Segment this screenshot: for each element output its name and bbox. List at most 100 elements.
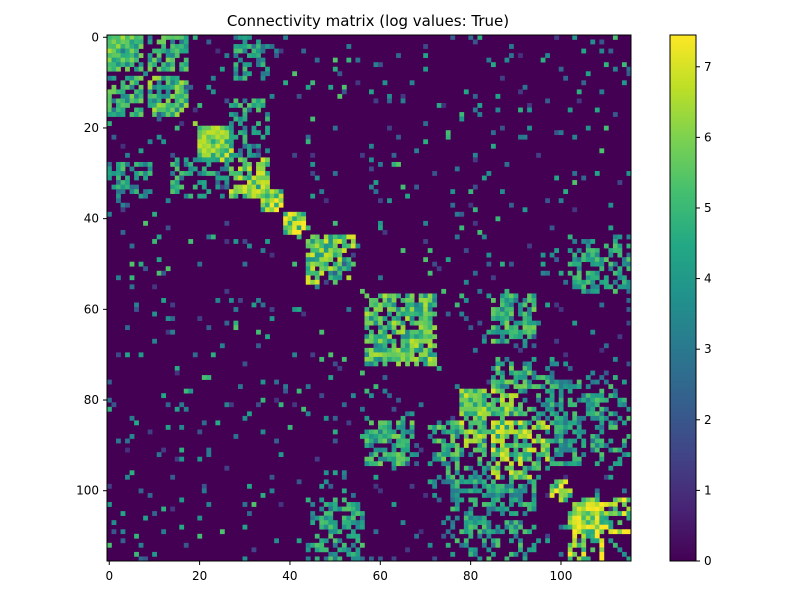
heatmap-cell — [238, 75, 243, 81]
heatmap-cell — [599, 148, 605, 154]
heatmap-cell — [495, 424, 501, 430]
heatmap-cell — [310, 257, 316, 263]
heatmap-cell — [192, 35, 198, 40]
heatmap-cell — [495, 338, 501, 344]
heatmap-cell — [504, 57, 510, 63]
heatmap-cell — [590, 443, 596, 448]
heatmap-cell — [201, 420, 207, 426]
heatmap-cell — [603, 415, 609, 421]
heatmap-cell — [179, 103, 185, 108]
heatmap-cell — [350, 261, 356, 267]
heatmap-cell — [581, 175, 587, 181]
heatmap-cell — [423, 311, 429, 317]
heatmap-cell — [423, 298, 429, 303]
heatmap-cell — [382, 302, 388, 308]
heatmap-cell — [549, 375, 555, 380]
heatmap-cell — [332, 524, 338, 530]
heatmap-cell — [152, 551, 157, 557]
heatmap-cell — [500, 189, 505, 194]
heatmap-cell — [156, 53, 162, 58]
heatmap-cell — [210, 234, 216, 240]
heatmap-cell — [188, 84, 194, 90]
heatmap-cell — [500, 434, 505, 439]
heatmap-cell — [481, 406, 487, 412]
heatmap-cell — [305, 84, 311, 90]
heatmap-cell — [540, 57, 546, 63]
heatmap-cell — [495, 542, 501, 548]
heatmap-cell — [206, 171, 212, 176]
heatmap-cell — [378, 225, 383, 231]
heatmap-cell — [626, 261, 632, 267]
heatmap-cell — [549, 461, 555, 467]
heatmap-cell — [527, 316, 532, 321]
heatmap-cell — [518, 107, 523, 113]
heatmap-cell — [603, 279, 609, 285]
heatmap-cell — [170, 35, 176, 40]
heatmap-cell — [427, 329, 433, 335]
heatmap-cell — [486, 547, 492, 553]
heatmap-cell — [396, 53, 401, 58]
heatmap-cell — [134, 107, 139, 113]
heatmap-cell — [414, 361, 419, 367]
heatmap-cell — [617, 270, 623, 276]
heatmap-cell — [247, 180, 252, 185]
heatmap-cell — [125, 325, 130, 331]
heatmap-cell — [599, 551, 605, 557]
heatmap-cell — [468, 424, 474, 430]
heatmap-cell — [572, 134, 578, 140]
heatmap-cell — [522, 474, 528, 480]
heatmap-cell — [183, 98, 189, 104]
heatmap-cell — [125, 84, 130, 90]
heatmap-cell — [165, 66, 171, 72]
heatmap-cell — [256, 402, 261, 408]
heatmap-cell — [346, 266, 352, 272]
heatmap-cell — [427, 311, 433, 317]
heatmap-cell — [454, 384, 460, 389]
heatmap-cell — [500, 320, 505, 326]
heatmap-cell — [531, 447, 537, 453]
heatmap-cell — [495, 447, 501, 453]
heatmap-cell — [621, 284, 627, 290]
heatmap-cell — [125, 44, 130, 49]
heatmap-cell — [138, 352, 144, 358]
heatmap-cell — [328, 275, 334, 281]
heatmap-cell — [179, 48, 185, 54]
heatmap-cell — [224, 239, 230, 244]
heatmap-cell — [129, 189, 135, 194]
heatmap-cell — [355, 551, 361, 557]
heatmap-cell — [477, 420, 483, 426]
heatmap-cell — [621, 397, 627, 403]
heatmap-cell — [251, 184, 257, 190]
heatmap-cell — [238, 48, 243, 54]
heatmap-cell — [206, 139, 212, 145]
heatmap-cell — [197, 193, 203, 199]
heatmap-cell — [378, 429, 383, 435]
heatmap-cell — [518, 443, 523, 448]
heatmap-cell — [238, 384, 243, 389]
heatmap-cell — [125, 53, 130, 58]
heatmap-cell — [423, 139, 429, 145]
heatmap-cell — [459, 420, 465, 426]
heatmap-cell — [581, 284, 587, 290]
heatmap-cell — [599, 347, 605, 353]
heatmap-cell — [581, 252, 587, 258]
heatmap-cell — [504, 556, 510, 562]
heatmap-cell — [247, 71, 252, 77]
heatmap-cell — [436, 497, 442, 503]
heatmap-cell — [608, 465, 614, 471]
heatmap-cell — [554, 302, 560, 308]
heatmap-cell — [387, 347, 392, 353]
heatmap-cell — [400, 452, 406, 457]
heatmap-cell — [120, 511, 126, 516]
heatmap-cell — [111, 57, 117, 63]
heatmap-cell — [147, 93, 153, 99]
heatmap-cell — [522, 338, 528, 344]
heatmap-cell — [233, 98, 239, 104]
heatmap-cell — [454, 302, 460, 308]
heatmap-cell — [364, 429, 370, 435]
heatmap-cell — [477, 112, 483, 117]
heatmap-cell — [409, 483, 415, 489]
heatmap-cell — [120, 57, 126, 63]
heatmap-cell — [314, 252, 320, 258]
